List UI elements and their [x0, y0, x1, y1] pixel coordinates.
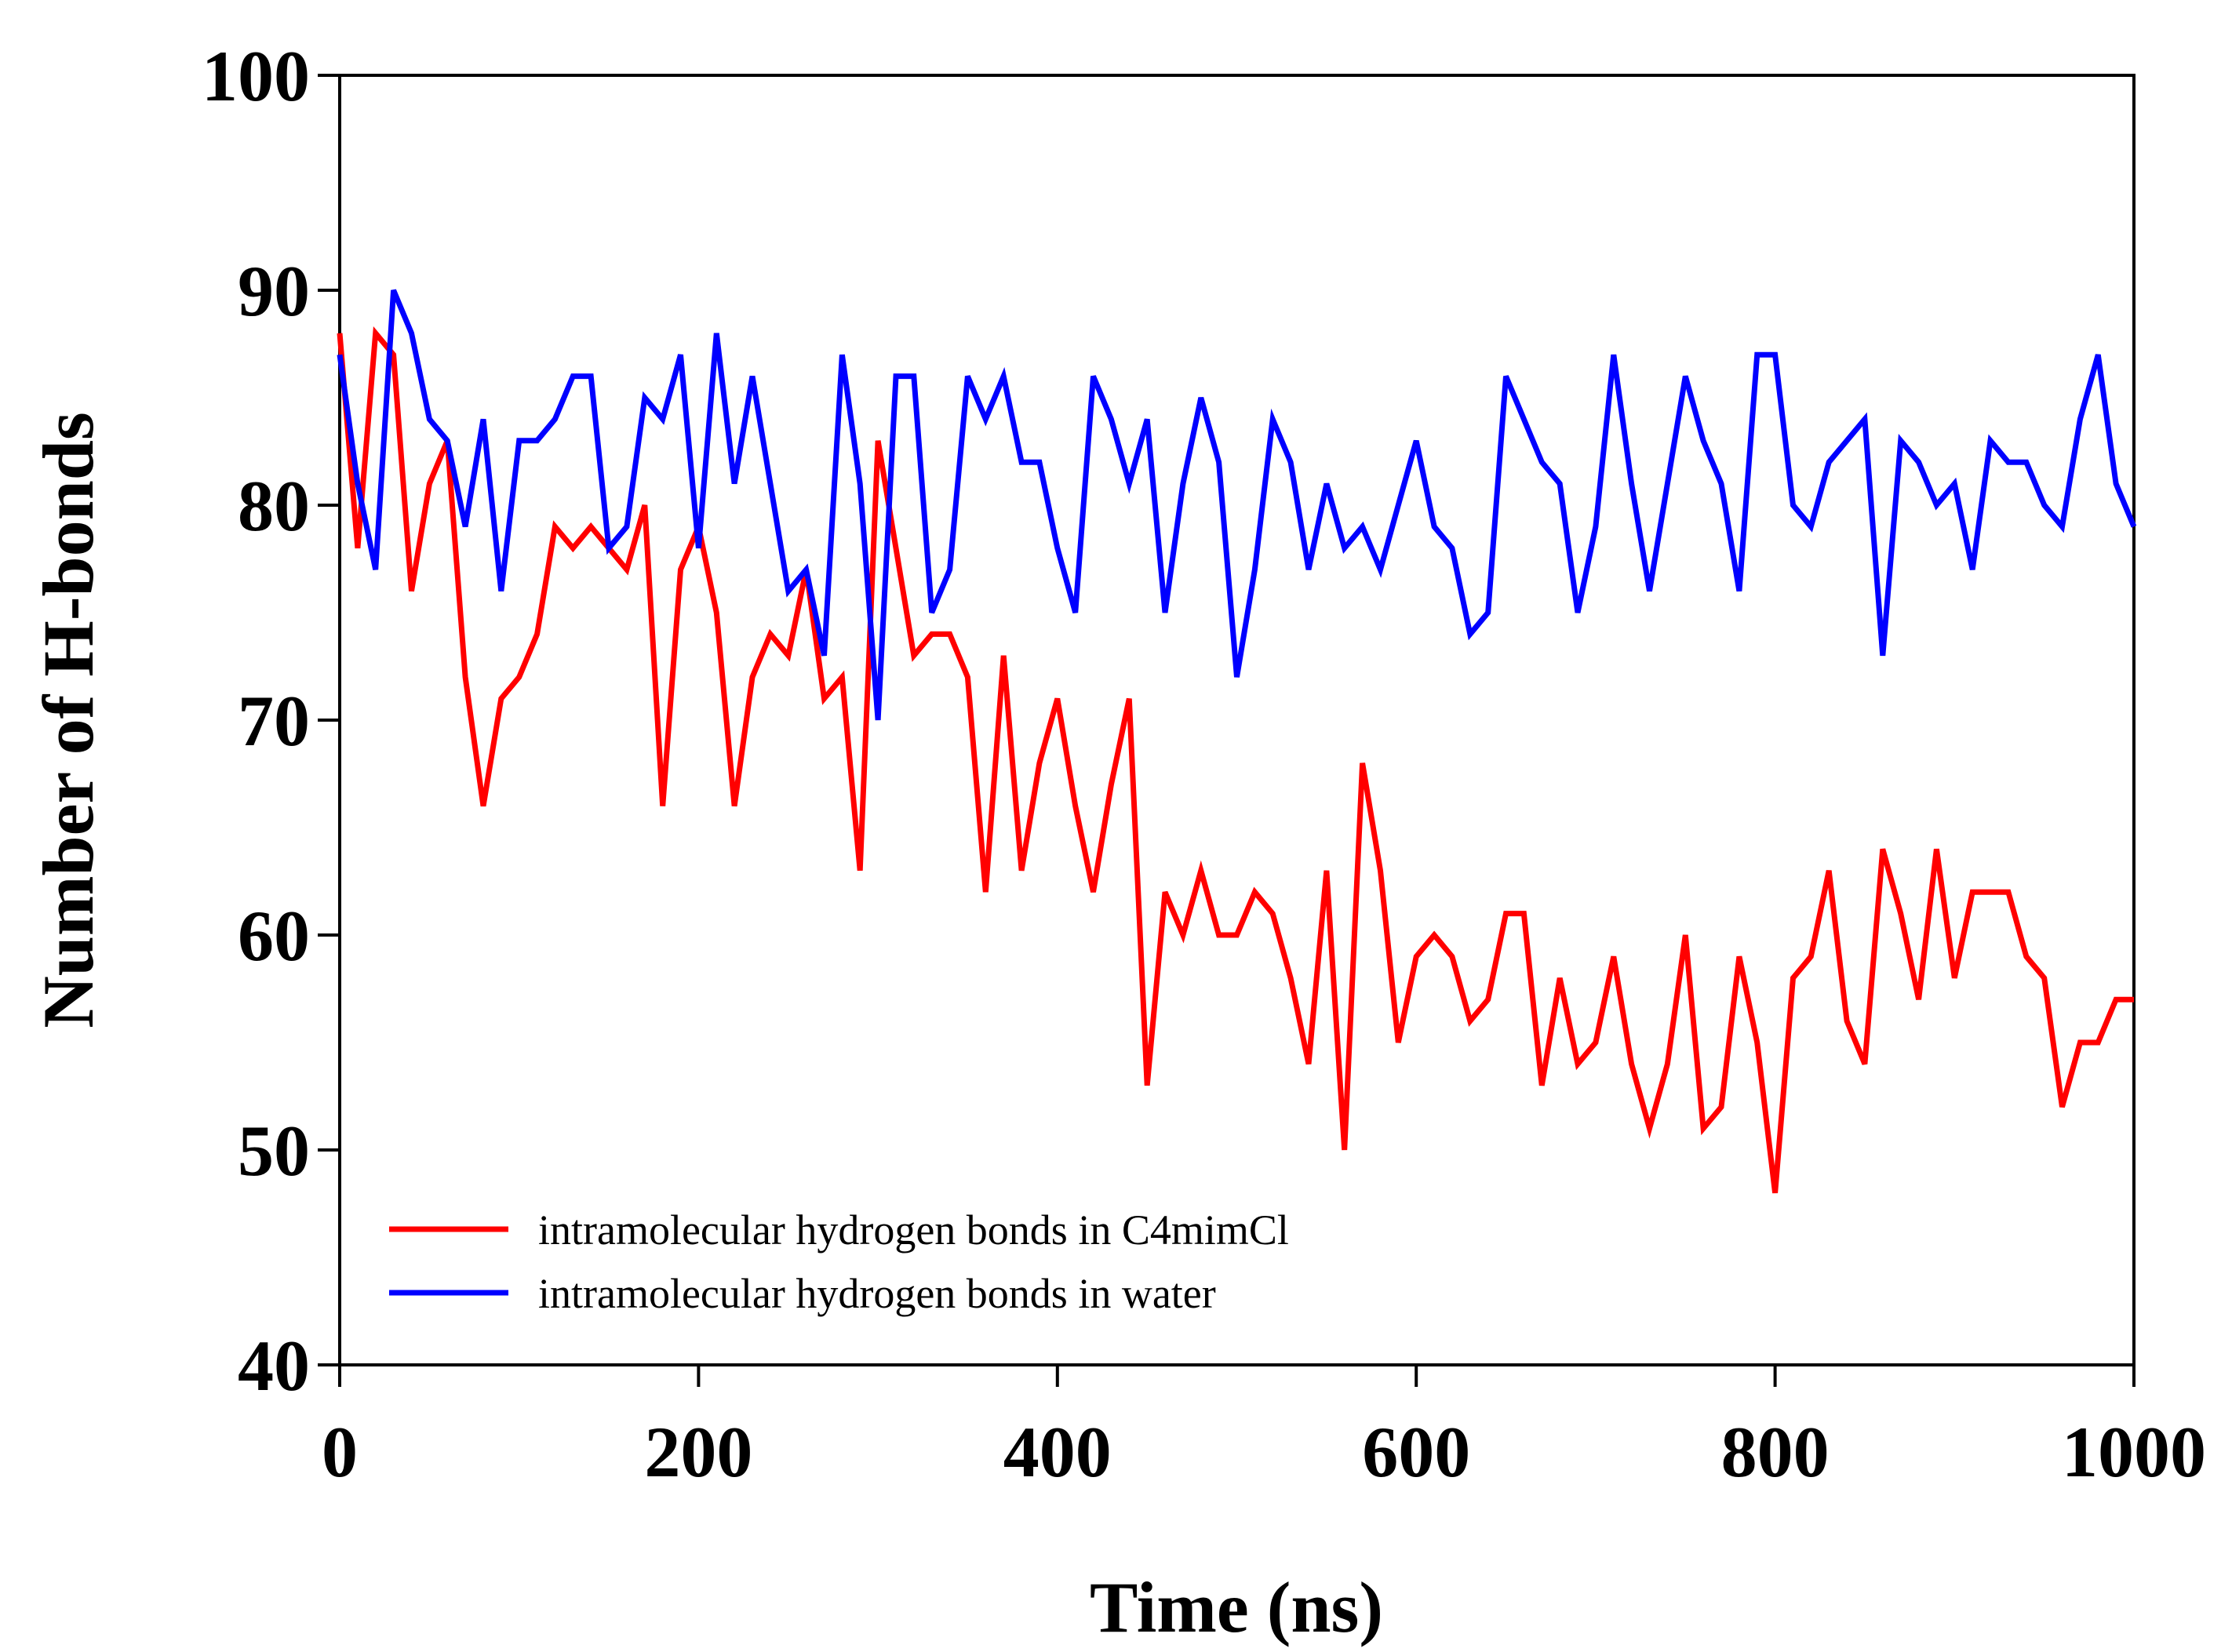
x-axis-ticks: 0 200 400 600 800 1000	[322, 1365, 2206, 1492]
x-tick-label: 0	[322, 1412, 358, 1492]
series-line-c4mimcl	[337, 326, 2134, 1194]
y-tick-label: 80	[238, 466, 310, 546]
x-tick-label: 1000	[2062, 1412, 2206, 1492]
series-line-water	[337, 289, 2137, 721]
legend: intramolecular hydrogen bonds in C4mimCl…	[389, 1206, 1289, 1317]
x-tick-label: 800	[1721, 1412, 1830, 1492]
x-tick-label: 400	[1003, 1412, 1112, 1492]
y-tick-label: 90	[238, 251, 310, 331]
series-lines	[337, 289, 2137, 1194]
y-tick-label: 60	[238, 896, 310, 976]
y-axis-title: Number of H-bonds	[28, 412, 108, 1028]
x-tick-label: 200	[644, 1412, 752, 1492]
y-tick-label: 40	[238, 1326, 310, 1406]
legend-label-water: intramolecular hydrogen bonds in water	[538, 1270, 1216, 1317]
x-tick-label: 600	[1362, 1412, 1470, 1492]
y-tick-label: 100	[202, 36, 310, 116]
y-axis-ticks: 40 50 60 70 80 90 100	[202, 36, 340, 1406]
y-tick-label: 70	[238, 681, 310, 761]
x-axis-title: Time (ns)	[1090, 1567, 1383, 1647]
y-tick-label: 50	[238, 1111, 310, 1191]
plot-frame	[338, 74, 2136, 1366]
legend-label-c4mimcl: intramolecular hydrogen bonds in C4mimCl	[538, 1206, 1289, 1254]
